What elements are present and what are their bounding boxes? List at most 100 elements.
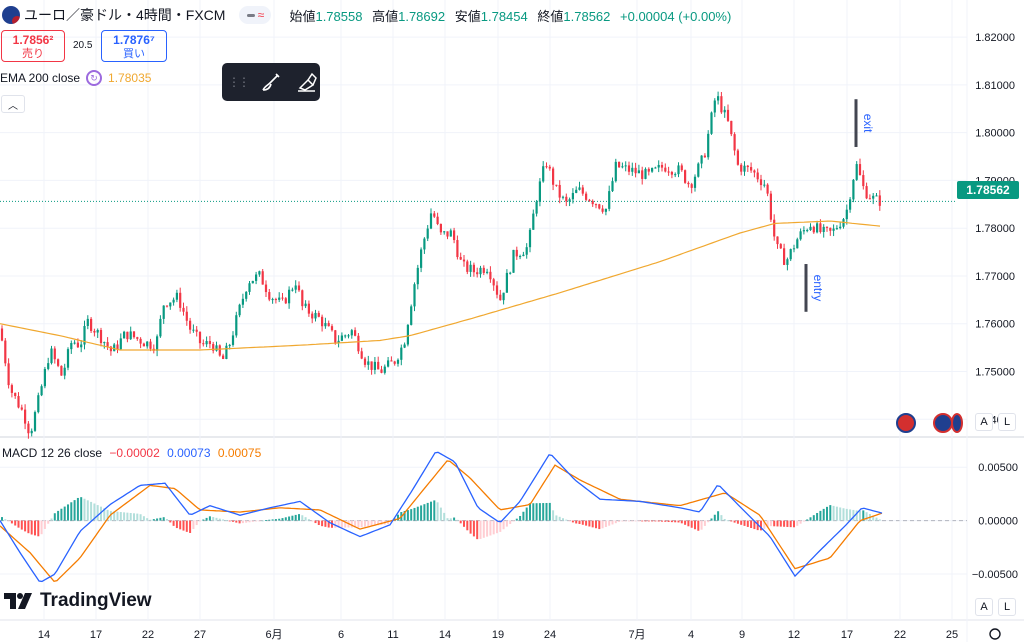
time-tick-label: 14 xyxy=(38,629,50,641)
histogram-bar xyxy=(829,505,832,521)
candle-body xyxy=(182,307,185,312)
candle-body xyxy=(558,184,561,198)
eur-event-icon[interactable] xyxy=(933,413,953,433)
histogram-bar xyxy=(10,520,13,524)
candle-body xyxy=(142,343,145,347)
macd-legend[interactable]: MACD 12 26 close −0.00002 0.00073 0.0007… xyxy=(2,446,262,460)
candle-body xyxy=(327,323,330,327)
histogram-bar xyxy=(215,517,218,521)
histogram-bar xyxy=(337,520,340,528)
histogram-bar xyxy=(786,520,789,527)
histogram-bar xyxy=(512,520,515,522)
macd-signal-value: 0.00075 xyxy=(217,446,262,460)
auto-scale-button-top[interactable]: A xyxy=(975,413,993,431)
histogram-bar xyxy=(430,501,432,521)
histogram-bar xyxy=(783,520,786,527)
collapse-legend-button[interactable]: ︿ xyxy=(1,95,25,113)
histogram-bar xyxy=(677,520,680,523)
histogram-bar xyxy=(340,520,343,528)
candle-body xyxy=(733,134,736,151)
ema-legend[interactable]: EMA 200 close ↻ 1.78035 xyxy=(0,70,151,86)
histogram-bar xyxy=(60,508,63,521)
eur-event-icon-2[interactable] xyxy=(951,413,963,433)
candle-body xyxy=(604,208,607,212)
histogram-bar xyxy=(83,498,86,521)
drag-handle-icon[interactable]: ⋮⋮ xyxy=(228,75,250,89)
brush-tool-button[interactable] xyxy=(258,69,284,95)
price-tick-label: 1.82000 xyxy=(975,32,1015,44)
candle-body xyxy=(486,271,489,273)
histogram-bar xyxy=(482,520,485,538)
candle-body xyxy=(307,303,310,314)
candle-body xyxy=(802,230,805,232)
candle-body xyxy=(258,271,261,275)
candle-body xyxy=(192,329,195,331)
candle-body xyxy=(149,341,152,349)
candle-body xyxy=(337,340,340,343)
drawing-toolbar[interactable]: ⋮⋮ xyxy=(222,63,320,101)
candle-body xyxy=(858,164,862,176)
candle-body xyxy=(509,272,512,274)
log-scale-button-bottom[interactable]: L xyxy=(998,598,1016,616)
histogram-bar xyxy=(443,512,446,521)
candle-body xyxy=(429,213,433,229)
histogram-bar xyxy=(298,514,300,521)
histogram-bar xyxy=(581,520,584,525)
entry-label: entry xyxy=(811,275,825,302)
symbol-title[interactable]: ユーロ／豪ドル・4時間・FXCM xyxy=(24,7,226,23)
histogram-bar xyxy=(538,503,541,521)
candle-body xyxy=(796,239,799,249)
time-axis: 14 17 22 27 6月 6 11 14 19 24 7月 4 9 12 17 22 25 xyxy=(38,0,958,641)
histogram-bar xyxy=(360,520,363,528)
auto-scale-button-bottom[interactable]: A xyxy=(975,598,993,616)
refresh-icon[interactable]: ↻ xyxy=(86,70,103,86)
candle-body xyxy=(829,227,832,231)
histogram-bar xyxy=(47,520,50,524)
histogram-bar xyxy=(185,520,188,532)
histogram-bar xyxy=(235,520,238,523)
histogram-bar xyxy=(245,520,248,523)
candle-body xyxy=(195,329,198,332)
tradingview-logo[interactable]: TradingView xyxy=(4,590,152,612)
log-scale-button-top[interactable]: L xyxy=(998,413,1016,431)
candle-body xyxy=(350,330,353,336)
candle-body xyxy=(0,328,4,341)
histogram-bar xyxy=(40,520,43,535)
histogram-bar xyxy=(238,520,241,524)
histogram-bar xyxy=(819,510,822,521)
candle-body xyxy=(717,96,720,101)
macd-line xyxy=(0,451,883,583)
histogram-bar xyxy=(713,514,716,521)
aud-event-icon[interactable] xyxy=(896,413,916,433)
histogram-bar xyxy=(614,520,617,524)
histogram-bar xyxy=(169,520,172,523)
candle-body xyxy=(410,306,413,325)
candle-body xyxy=(156,336,159,351)
histogram-bar xyxy=(628,520,630,522)
histogram-bar xyxy=(311,520,314,522)
histogram-bar xyxy=(664,520,667,522)
time-tick-label: 7月 xyxy=(628,629,645,641)
candle-body xyxy=(872,195,875,199)
candle-body xyxy=(690,184,693,188)
highlighter-tool-button[interactable] xyxy=(294,69,320,95)
candle-body xyxy=(291,289,294,291)
histogram-bar xyxy=(410,509,413,521)
candle-body xyxy=(700,155,703,164)
histogram-bar xyxy=(387,520,390,525)
histogram-bar xyxy=(459,520,462,524)
candle-body xyxy=(93,330,96,333)
histogram-bar xyxy=(535,503,538,521)
candle-body xyxy=(561,196,565,198)
candle-body xyxy=(76,342,79,348)
histogram-bar xyxy=(446,518,449,521)
candle-body xyxy=(360,351,363,359)
market-status-pill[interactable]: ≈ xyxy=(239,6,272,24)
candle-body xyxy=(80,344,83,348)
candle-body xyxy=(631,167,634,172)
buy-button[interactable]: 1.7876⁷ 買い xyxy=(101,30,167,62)
sell-button[interactable]: 1.7856² 売り xyxy=(1,30,65,62)
price-tick-label: 1.78000 xyxy=(975,223,1015,235)
histogram-bar xyxy=(565,519,568,521)
